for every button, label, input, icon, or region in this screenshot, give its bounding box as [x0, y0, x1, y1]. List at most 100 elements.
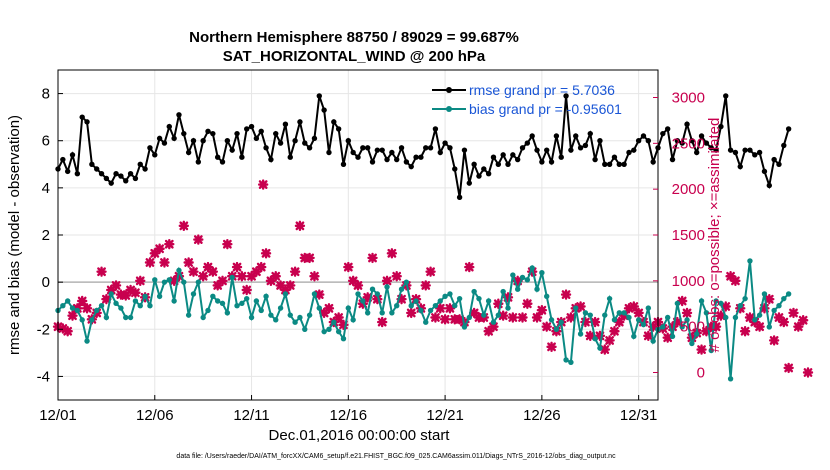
x-tick-label: 12/11: [233, 407, 269, 424]
assimilated-marker-shape: [768, 335, 780, 346]
assimilated-marker-shape: [270, 271, 281, 282]
bias-series-point: [84, 338, 90, 344]
rmse-series-point: [694, 149, 700, 156]
rmse-series-point: [689, 138, 695, 144]
bias-series-point: [171, 298, 177, 304]
rmse-series-point: [277, 140, 284, 146]
bias-series-point: [539, 270, 545, 276]
rmse-series-point: [524, 140, 531, 146]
rmse-series-point: [529, 133, 535, 139]
rmse-series-point: [326, 149, 332, 156]
assimilated-marker-shape: [125, 284, 136, 296]
rmse-series-point: [568, 147, 574, 153]
rmse-series-point: [573, 133, 579, 139]
rmse-series-point: [229, 147, 235, 153]
y-left-tick-label: 0: [42, 274, 50, 291]
rmse-series-point: [89, 161, 95, 167]
assimilated-marker-shape: [628, 301, 640, 312]
y-right-tick-label: 1500: [672, 227, 705, 244]
assimilated-marker-shape: [391, 271, 402, 282]
bias-series-point: [582, 310, 589, 316]
assimilated-marker: [580, 316, 591, 328]
assimilated-marker: [701, 326, 712, 337]
rmse-series-point: [597, 138, 603, 144]
assimilated-marker: [376, 316, 388, 328]
legend-rmse-label: rmse grand pr = 5.7036: [469, 82, 615, 98]
rmse-series-point: [123, 178, 129, 184]
bias-series-point: [311, 291, 318, 297]
assimilated-marker: [62, 326, 73, 337]
assimilated-marker: [681, 307, 693, 319]
bias-series-point: [689, 340, 695, 347]
rmse-series-point: [258, 128, 264, 134]
bias-series-point: [219, 300, 226, 307]
assimilated-marker-shape: [362, 292, 373, 303]
assimilated-marker-shape: [575, 301, 586, 312]
assimilated-marker-shape: [386, 248, 398, 259]
assimilated-marker-shape: [531, 312, 543, 323]
assimilated-marker: [585, 330, 596, 342]
rmse-series-point: [171, 135, 177, 142]
bias-series-point: [737, 303, 743, 309]
assimilated-marker-shape: [580, 316, 591, 328]
rmse-series-point: [495, 161, 502, 167]
assimilated-marker: [217, 275, 228, 287]
assimilated-marker: [96, 266, 107, 277]
bias-series-point: [234, 303, 240, 309]
bias-series-point: [379, 310, 385, 316]
assimilated-marker-shape: [309, 271, 320, 282]
assimilated-marker: [604, 335, 615, 346]
assimilated-marker-shape: [159, 257, 170, 268]
assimilated-marker: [257, 179, 269, 190]
bias-series-point: [147, 303, 153, 309]
assimilated-marker: [338, 319, 349, 331]
assimilated-marker-shape: [76, 295, 88, 307]
rmse-series-point: [321, 107, 327, 113]
bias-series-point: [253, 298, 260, 304]
rmse-series-point: [152, 152, 158, 158]
rmse-series-point: [505, 161, 511, 167]
assimilated-marker: [212, 280, 223, 291]
assimilated-marker-shape: [381, 275, 393, 287]
assimilated-marker-shape: [236, 271, 248, 282]
assimilated-marker-shape: [739, 326, 751, 337]
rmse-series-point: [544, 147, 550, 153]
assimilated-marker: [110, 280, 122, 291]
y-right-axis-label: # of obs: o=possible; ×=assimilated: [706, 118, 723, 353]
x-tick-label: 12/26: [523, 407, 561, 424]
rmse-series-point: [142, 166, 148, 172]
rmse-series-point: [442, 140, 448, 146]
bias-series-point: [123, 314, 129, 321]
bias-series-point: [577, 331, 584, 337]
bias-series-point: [640, 321, 647, 328]
bias-series-point: [510, 272, 516, 278]
rmse-series-point: [461, 147, 468, 153]
assimilated-marker-shape: [367, 252, 378, 264]
bias-series-point: [645, 305, 652, 311]
assimilated-marker-shape: [502, 292, 514, 303]
assimilated-marker-shape: [67, 310, 78, 321]
assimilated-marker: [241, 284, 252, 296]
assimilated-marker-shape: [778, 316, 790, 328]
rmse-series-point: [282, 121, 289, 127]
assimilated-marker-shape: [183, 257, 194, 268]
assimilated-marker: [178, 220, 190, 232]
assimilated-marker: [764, 293, 775, 305]
assimilated-marker: [314, 289, 325, 300]
assimilated-marker: [246, 271, 257, 282]
rmse-series-point: [650, 159, 656, 165]
rmse-series-point: [403, 159, 410, 165]
assimilated-marker-shape: [357, 298, 369, 309]
assimilated-marker-shape: [623, 303, 635, 314]
assimilated-marker: [546, 341, 557, 353]
bias-series-point: [137, 303, 143, 309]
assimilated-marker-shape: [618, 310, 630, 321]
rmse-series-point: [752, 152, 758, 158]
assimilated-marker: [275, 280, 286, 291]
assimilated-marker: [444, 303, 456, 314]
rmse-series-point: [631, 147, 637, 153]
bias-series-point: [727, 376, 734, 382]
assimilated-marker-shape: [759, 303, 770, 314]
assimilated-marker-shape: [333, 312, 344, 323]
assimilated-marker: [67, 310, 78, 321]
